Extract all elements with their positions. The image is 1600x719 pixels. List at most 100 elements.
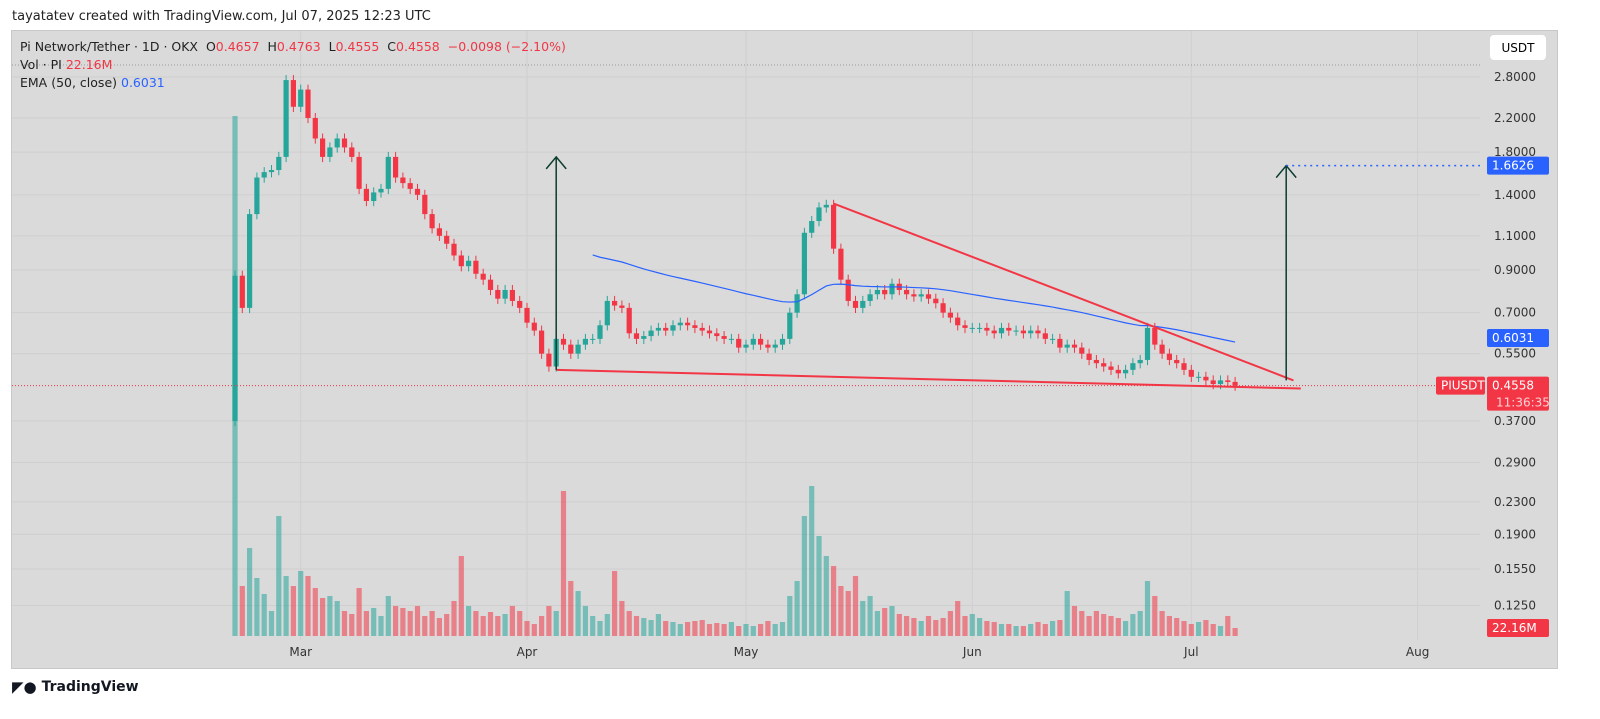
candle-body bbox=[874, 289, 880, 295]
volume-bar bbox=[1108, 616, 1114, 636]
candle-body bbox=[1050, 338, 1056, 340]
upper-trendline bbox=[833, 202, 1294, 382]
volume-bar bbox=[349, 614, 355, 636]
symbol-name: Pi Network/Tether · 1D · OKX bbox=[20, 39, 198, 54]
candle-body bbox=[363, 188, 369, 202]
candle-body bbox=[1188, 369, 1194, 377]
volume-bar bbox=[991, 622, 997, 636]
volume-bar bbox=[904, 616, 910, 636]
candle-body bbox=[327, 147, 333, 157]
ema-row[interactable]: EMA (50, close) 0.6031 bbox=[20, 74, 566, 92]
ema-label: EMA (50, close) bbox=[20, 75, 118, 90]
candle-body bbox=[882, 289, 888, 295]
ema-line bbox=[592, 254, 1236, 343]
candle-body bbox=[670, 325, 676, 331]
volume-bar bbox=[721, 624, 727, 636]
volume-bar bbox=[801, 516, 807, 636]
volume-bar bbox=[809, 486, 815, 636]
candle-body bbox=[320, 138, 326, 157]
volume-bar bbox=[933, 620, 939, 636]
volume-bar bbox=[473, 611, 479, 636]
volume-bar bbox=[305, 576, 311, 636]
volume-bar bbox=[393, 606, 399, 636]
candle-body bbox=[1108, 366, 1114, 370]
volume-bar bbox=[816, 536, 822, 636]
volume-bar bbox=[575, 591, 581, 636]
volume-bar bbox=[276, 516, 282, 636]
volume-bar bbox=[1079, 611, 1085, 636]
candle-body bbox=[524, 307, 530, 323]
volume-bar bbox=[641, 618, 647, 636]
candle-body bbox=[1093, 359, 1099, 364]
currency-button[interactable]: USDT bbox=[1490, 35, 1546, 60]
volume-bar bbox=[714, 623, 720, 636]
volume-bar bbox=[320, 598, 326, 636]
x-tick-label: May bbox=[734, 645, 759, 659]
volume-bar bbox=[539, 616, 545, 636]
y-tick-label: 0.1550 bbox=[1494, 562, 1536, 576]
volume-bar bbox=[1064, 591, 1070, 636]
chart-panel[interactable] bbox=[11, 30, 1558, 669]
candle-body bbox=[860, 300, 866, 308]
symbol-label: PIUSDT bbox=[1441, 379, 1485, 393]
y-tick-label: 0.2300 bbox=[1494, 495, 1536, 509]
candle-body bbox=[969, 327, 975, 329]
candle-body bbox=[633, 333, 640, 339]
volume-bar bbox=[414, 606, 421, 636]
candle-body bbox=[933, 298, 939, 304]
volume-row[interactable]: Vol · PI 22.16M bbox=[20, 56, 566, 74]
candle-body bbox=[429, 214, 435, 229]
y-tick-label: 0.5500 bbox=[1494, 347, 1536, 361]
candle-body bbox=[685, 322, 691, 326]
candle-body bbox=[422, 194, 428, 215]
candle-body bbox=[721, 336, 727, 339]
candle-body bbox=[998, 327, 1005, 334]
candle-body bbox=[867, 294, 873, 301]
volume-bar bbox=[1042, 624, 1048, 636]
volume-bar bbox=[385, 596, 391, 636]
candle-body bbox=[852, 300, 859, 308]
volume-value: 22.16M bbox=[65, 57, 113, 72]
volume-bar bbox=[633, 616, 640, 636]
volume-bar bbox=[1137, 611, 1143, 636]
candle-body bbox=[1137, 359, 1143, 364]
candle-body bbox=[1123, 369, 1129, 374]
candle-body bbox=[1035, 330, 1041, 334]
candle-body bbox=[1086, 353, 1092, 360]
volume-bar bbox=[451, 601, 457, 636]
volume-bar bbox=[918, 621, 924, 636]
candle-body bbox=[298, 89, 304, 107]
x-tick-label: Aug bbox=[1406, 645, 1429, 659]
candle-body bbox=[663, 327, 669, 331]
candle-body bbox=[560, 338, 567, 345]
candle-body bbox=[1079, 347, 1085, 354]
candle-body bbox=[1174, 359, 1180, 364]
candle-body bbox=[743, 344, 749, 348]
candle-body bbox=[750, 338, 756, 345]
tradingview-logo[interactable]: ◤● TradingView bbox=[12, 678, 139, 696]
candle-body bbox=[341, 138, 348, 148]
volume-bar bbox=[604, 614, 610, 636]
volume-bar bbox=[1035, 622, 1041, 636]
candle-body bbox=[305, 89, 311, 118]
candle-body bbox=[546, 353, 552, 367]
volume-bar bbox=[955, 601, 961, 636]
candle-body bbox=[1057, 338, 1063, 348]
candle-body bbox=[925, 294, 932, 299]
volume-bar bbox=[706, 624, 713, 636]
candle-body bbox=[758, 338, 764, 345]
volume-bar bbox=[524, 621, 530, 636]
symbol-row[interactable]: Pi Network/Tether · 1D · OKX O0.4657 H0.… bbox=[20, 38, 566, 56]
candle-body bbox=[400, 177, 406, 184]
candle-body bbox=[809, 221, 815, 233]
volume-bar bbox=[480, 616, 486, 636]
volume-bar bbox=[794, 581, 800, 636]
candle-body bbox=[918, 294, 924, 297]
x-tick-label: Jun bbox=[962, 645, 982, 659]
candle-body bbox=[838, 248, 844, 280]
volume-bar bbox=[466, 606, 472, 636]
candle-body bbox=[1101, 363, 1107, 367]
legend: Pi Network/Tether · 1D · OKX O0.4657 H0.… bbox=[20, 38, 566, 92]
candle-body bbox=[655, 327, 661, 331]
